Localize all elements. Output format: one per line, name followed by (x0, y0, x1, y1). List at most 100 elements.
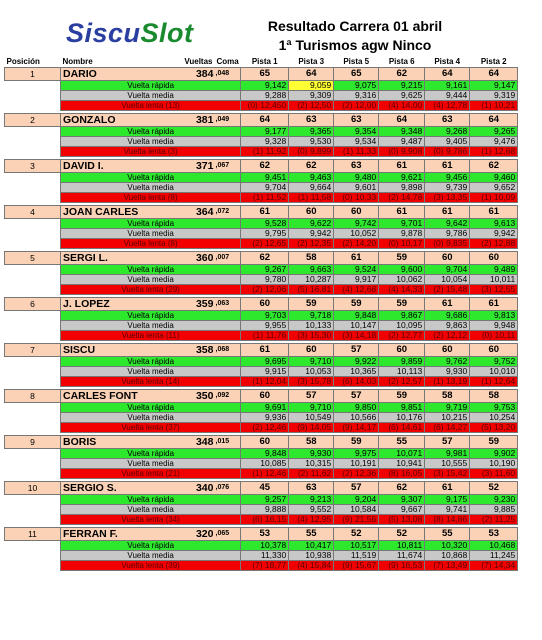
header-name: Nombre (62, 56, 93, 66)
fast-lap-label: Vuelta rápida (59, 355, 242, 367)
avg-lap-label: Vuelta media (59, 457, 242, 469)
siscuslot-logo: SiscuSlot (66, 18, 194, 48)
slow-time-cell: (3) 15,42 (424, 467, 471, 479)
rider-name: GONZALO (60, 112, 179, 127)
fast-time-cell: 9,230 (469, 493, 519, 505)
track-laps-cell: 53 (469, 526, 519, 541)
avg-time-cell: 10,190 (469, 457, 519, 469)
slow-time-cell: (1) 10,09 (469, 191, 519, 203)
rider-laps: 360 (178, 250, 215, 265)
fast-time-cell: 9,691 (240, 401, 290, 413)
track-laps-cell: 57 (333, 388, 380, 403)
fast-time-cell: 9,348 (378, 125, 426, 137)
slow-time-cell: (2) 11,25 (469, 513, 519, 525)
spacer-cell (4, 570, 518, 573)
avg-time-cell: 10,095 (378, 319, 426, 331)
spacer-row (4, 524, 518, 527)
empty-cell (4, 136, 61, 146)
slow-time-cell: (1) 12,64 (469, 375, 519, 387)
fast-time-cell: 9,695 (240, 355, 290, 367)
slow-time-cell: (1) 11,58 (288, 191, 335, 203)
slow-lap-label: Vuelta lenta (39) (59, 559, 242, 571)
slow-time-cell: (7) 13,49 (424, 559, 471, 571)
slow-time-cell: (9) 16,53 (378, 559, 426, 571)
fast-lap-label: Vuelta rápida (59, 447, 242, 459)
fast-time-cell: 10,517 (333, 539, 380, 551)
rider-comma: ,067 (214, 158, 242, 173)
rider-row: 8 CARLES FONT 350,092 60 57 57 59 58 58 (4, 388, 519, 403)
track-laps-cell: 62 (378, 480, 426, 495)
rider-position: 5 (4, 250, 61, 265)
fast-time-cell: 9,463 (288, 171, 335, 183)
slow-count: (34) (165, 514, 180, 524)
rider-name: SERGI L. (60, 250, 179, 265)
rider-name: DAVID I. (60, 158, 179, 173)
fast-time-cell: 9,456 (424, 171, 471, 183)
slow-count: (8) (167, 238, 178, 248)
spacer-cell (4, 294, 518, 297)
slow-lap-row: Vuelta lenta (3) (1) 11,92 (0) 9,899 (1) 11… (4, 145, 519, 157)
slow-time-cell: (4) 12,78 (424, 99, 471, 111)
slow-time-cell: (2) 12,77 (378, 329, 426, 341)
slow-count: (3) (167, 146, 178, 156)
avg-time-cell: 9,917 (333, 273, 380, 285)
slow-time-cell: (2) 14,20 (333, 237, 380, 249)
slow-count: (14) (165, 376, 180, 386)
fast-lap-row: Vuelta rápida 9,267 9,663 9,524 9,600 9,704 9,… (4, 263, 519, 275)
fast-time-cell: 9,710 (288, 401, 335, 413)
avg-time-cell: 10,555 (424, 457, 471, 469)
avg-lap-label: Vuelta media (59, 273, 242, 285)
avg-time-cell: 10,365 (333, 365, 380, 377)
fast-time-cell: 9,762 (424, 355, 471, 367)
fast-time-cell: 9,851 (378, 401, 426, 413)
track-laps-cell: 62 (240, 158, 290, 173)
spacer-row (4, 386, 518, 389)
slow-time-cell: (4) 12,95 (288, 513, 335, 525)
avg-lap-label: Vuelta media (59, 411, 242, 423)
fast-lap-row: Vuelta rápida 9,142 9,059 9,075 9,215 9,161 9,… (4, 79, 519, 91)
empty-cell (4, 80, 61, 90)
spacer-row (4, 432, 518, 435)
slow-time-cell: (0) 10,17 (378, 237, 426, 249)
empty-cell (4, 182, 61, 192)
rider-position: 7 (4, 342, 61, 357)
rider-position: 11 (4, 526, 61, 541)
fast-time-cell: 9,813 (469, 309, 519, 321)
fast-time-cell: 9,701 (378, 217, 426, 229)
avg-time-cell: 10,191 (333, 457, 380, 469)
empty-cell (4, 310, 61, 320)
track-laps-cell: 60 (333, 204, 380, 219)
track-laps-cell: 61 (424, 158, 471, 173)
rider-laps: 348 (178, 434, 215, 449)
spacer-cell (4, 248, 518, 251)
avg-time-cell: 9,888 (240, 503, 290, 515)
spacer-cell (4, 202, 518, 205)
slow-count: (8) (167, 192, 178, 202)
avg-time-cell: 9,652 (469, 181, 519, 193)
avg-time-cell: 9,476 (469, 135, 519, 147)
average-lap-row: Vuelta media 9,955 10,133 10,147 10,095 9,863… (4, 319, 519, 331)
slow-time-cell: (2) 12,46 (240, 421, 290, 433)
empty-cell (4, 100, 61, 110)
avg-time-cell: 9,667 (378, 503, 426, 515)
fast-time-cell: 9,742 (333, 217, 380, 229)
empty-cell (4, 468, 61, 478)
fast-time-cell: 9,859 (378, 355, 426, 367)
slow-time-cell: (1) 10,21 (469, 99, 519, 111)
fast-time-cell: 9,703 (240, 309, 290, 321)
avg-time-cell: 9,319 (469, 89, 519, 101)
rider-name: BORIS (60, 434, 179, 449)
avg-time-cell: 11,519 (333, 549, 380, 561)
fast-time-cell: 10,071 (378, 447, 426, 459)
race-subtitle: 1ª Turismos agw Ninco (278, 37, 432, 53)
fast-time-cell: 9,622 (288, 217, 335, 229)
fast-time-cell: 9,621 (378, 171, 426, 183)
avg-lap-label: Vuelta media (59, 227, 242, 239)
fast-lap-label: Vuelta rápida (59, 539, 242, 551)
slow-time-cell: (7) 18,77 (240, 559, 290, 571)
avg-time-cell: 9,405 (424, 135, 471, 147)
avg-time-cell: 9,601 (333, 181, 380, 193)
slow-time-cell: (0) 12,450 (240, 99, 290, 111)
slow-lap-row: Vuelta lenta (34) (6) 16,15 (4) 12,95 (9) 2… (4, 513, 519, 525)
track-laps-cell: 62 (240, 250, 290, 265)
